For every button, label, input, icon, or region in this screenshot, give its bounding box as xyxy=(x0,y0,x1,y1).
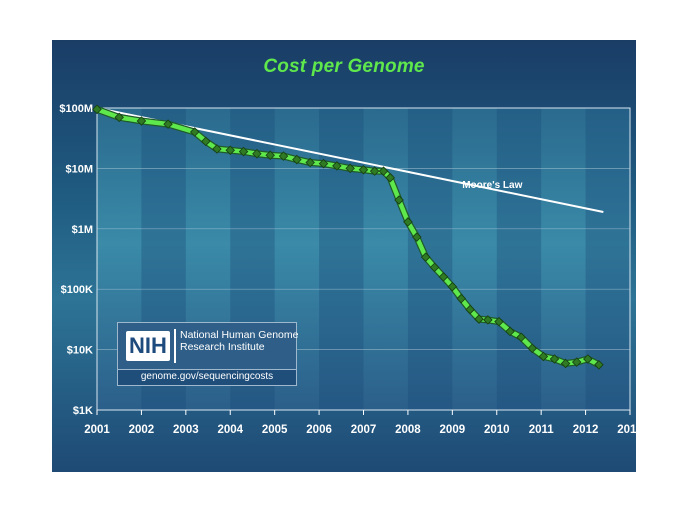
data-point xyxy=(549,354,560,364)
x-tick-label: 2010 xyxy=(484,424,510,436)
data-point xyxy=(403,217,413,227)
data-point xyxy=(358,164,369,175)
data-point xyxy=(412,232,422,242)
y-tick-label: $10K xyxy=(67,345,93,357)
data-point xyxy=(438,272,449,282)
nih-name-line2: Research Institute xyxy=(180,341,265,353)
x-tick-label: 2012 xyxy=(573,424,599,436)
x-tick-label: 2008 xyxy=(395,424,421,436)
x-tick-label: 2005 xyxy=(262,424,288,436)
nih-mark: NIH xyxy=(126,331,170,361)
x-tick-label: 2007 xyxy=(351,424,377,436)
x-tick-label: 2013 xyxy=(617,424,643,436)
data-point xyxy=(447,281,458,292)
data-point xyxy=(571,357,582,367)
data-point xyxy=(345,163,355,174)
data-point xyxy=(494,316,504,327)
data-point xyxy=(92,104,102,115)
data-point xyxy=(429,262,440,273)
nih-divider xyxy=(174,329,176,363)
data-point xyxy=(583,354,593,364)
data-point xyxy=(378,166,389,176)
data-point xyxy=(516,332,526,343)
data-point xyxy=(238,146,249,157)
data-point xyxy=(114,112,124,123)
x-tick-label: 2002 xyxy=(129,424,155,436)
data-point xyxy=(483,315,493,325)
data-point xyxy=(538,351,549,362)
x-tick-label: 2006 xyxy=(306,424,332,436)
data-point xyxy=(163,119,173,129)
y-tick-label: $10M xyxy=(65,163,93,175)
data-point xyxy=(136,116,147,126)
y-tick-label: $1M xyxy=(72,224,93,236)
moores-law-label: Moore's Law xyxy=(462,180,522,191)
chart-title: Cost per Genome xyxy=(263,56,425,77)
x-tick-label: 2009 xyxy=(440,424,466,436)
nih-logo-box: NIH National Human Genome Research Insti… xyxy=(117,322,299,386)
data-point xyxy=(265,150,275,161)
year-stripe xyxy=(496,108,542,410)
data-point xyxy=(394,195,404,205)
data-point xyxy=(212,144,222,154)
data-point xyxy=(594,360,604,370)
data-point xyxy=(278,151,289,161)
nih-name-line1: National Human Genome xyxy=(180,329,299,341)
data-point xyxy=(318,158,329,169)
data-point xyxy=(527,343,538,354)
x-tick-label: 2004 xyxy=(217,424,243,436)
data-point xyxy=(385,172,395,183)
data-point xyxy=(474,314,484,324)
data-point xyxy=(505,326,515,337)
y-tick-label: $1K xyxy=(73,405,93,417)
x-tick-label: 2003 xyxy=(173,424,199,436)
data-point xyxy=(456,293,466,304)
nih-institute-name: National Human Genome Research Institute xyxy=(180,329,299,353)
data-point xyxy=(465,304,475,315)
data-point xyxy=(369,166,380,176)
data-point xyxy=(189,127,200,137)
data-point xyxy=(560,358,571,369)
data-point xyxy=(201,136,211,147)
year-stripe xyxy=(319,108,364,410)
data-point xyxy=(332,161,342,171)
nih-url-bar: genome.gov/sequencingcosts xyxy=(118,369,296,385)
y-tick-label: $100M xyxy=(59,103,93,115)
data-point xyxy=(252,148,262,159)
y-tick-label: $100K xyxy=(61,284,93,296)
nih-url: genome.gov/sequencingcosts xyxy=(140,371,274,382)
x-tick-label: 2001 xyxy=(84,424,110,436)
data-point xyxy=(225,145,236,155)
x-tick-label: 2011 xyxy=(529,424,555,436)
data-point xyxy=(292,154,302,165)
data-point xyxy=(420,252,431,262)
data-point xyxy=(305,157,315,168)
